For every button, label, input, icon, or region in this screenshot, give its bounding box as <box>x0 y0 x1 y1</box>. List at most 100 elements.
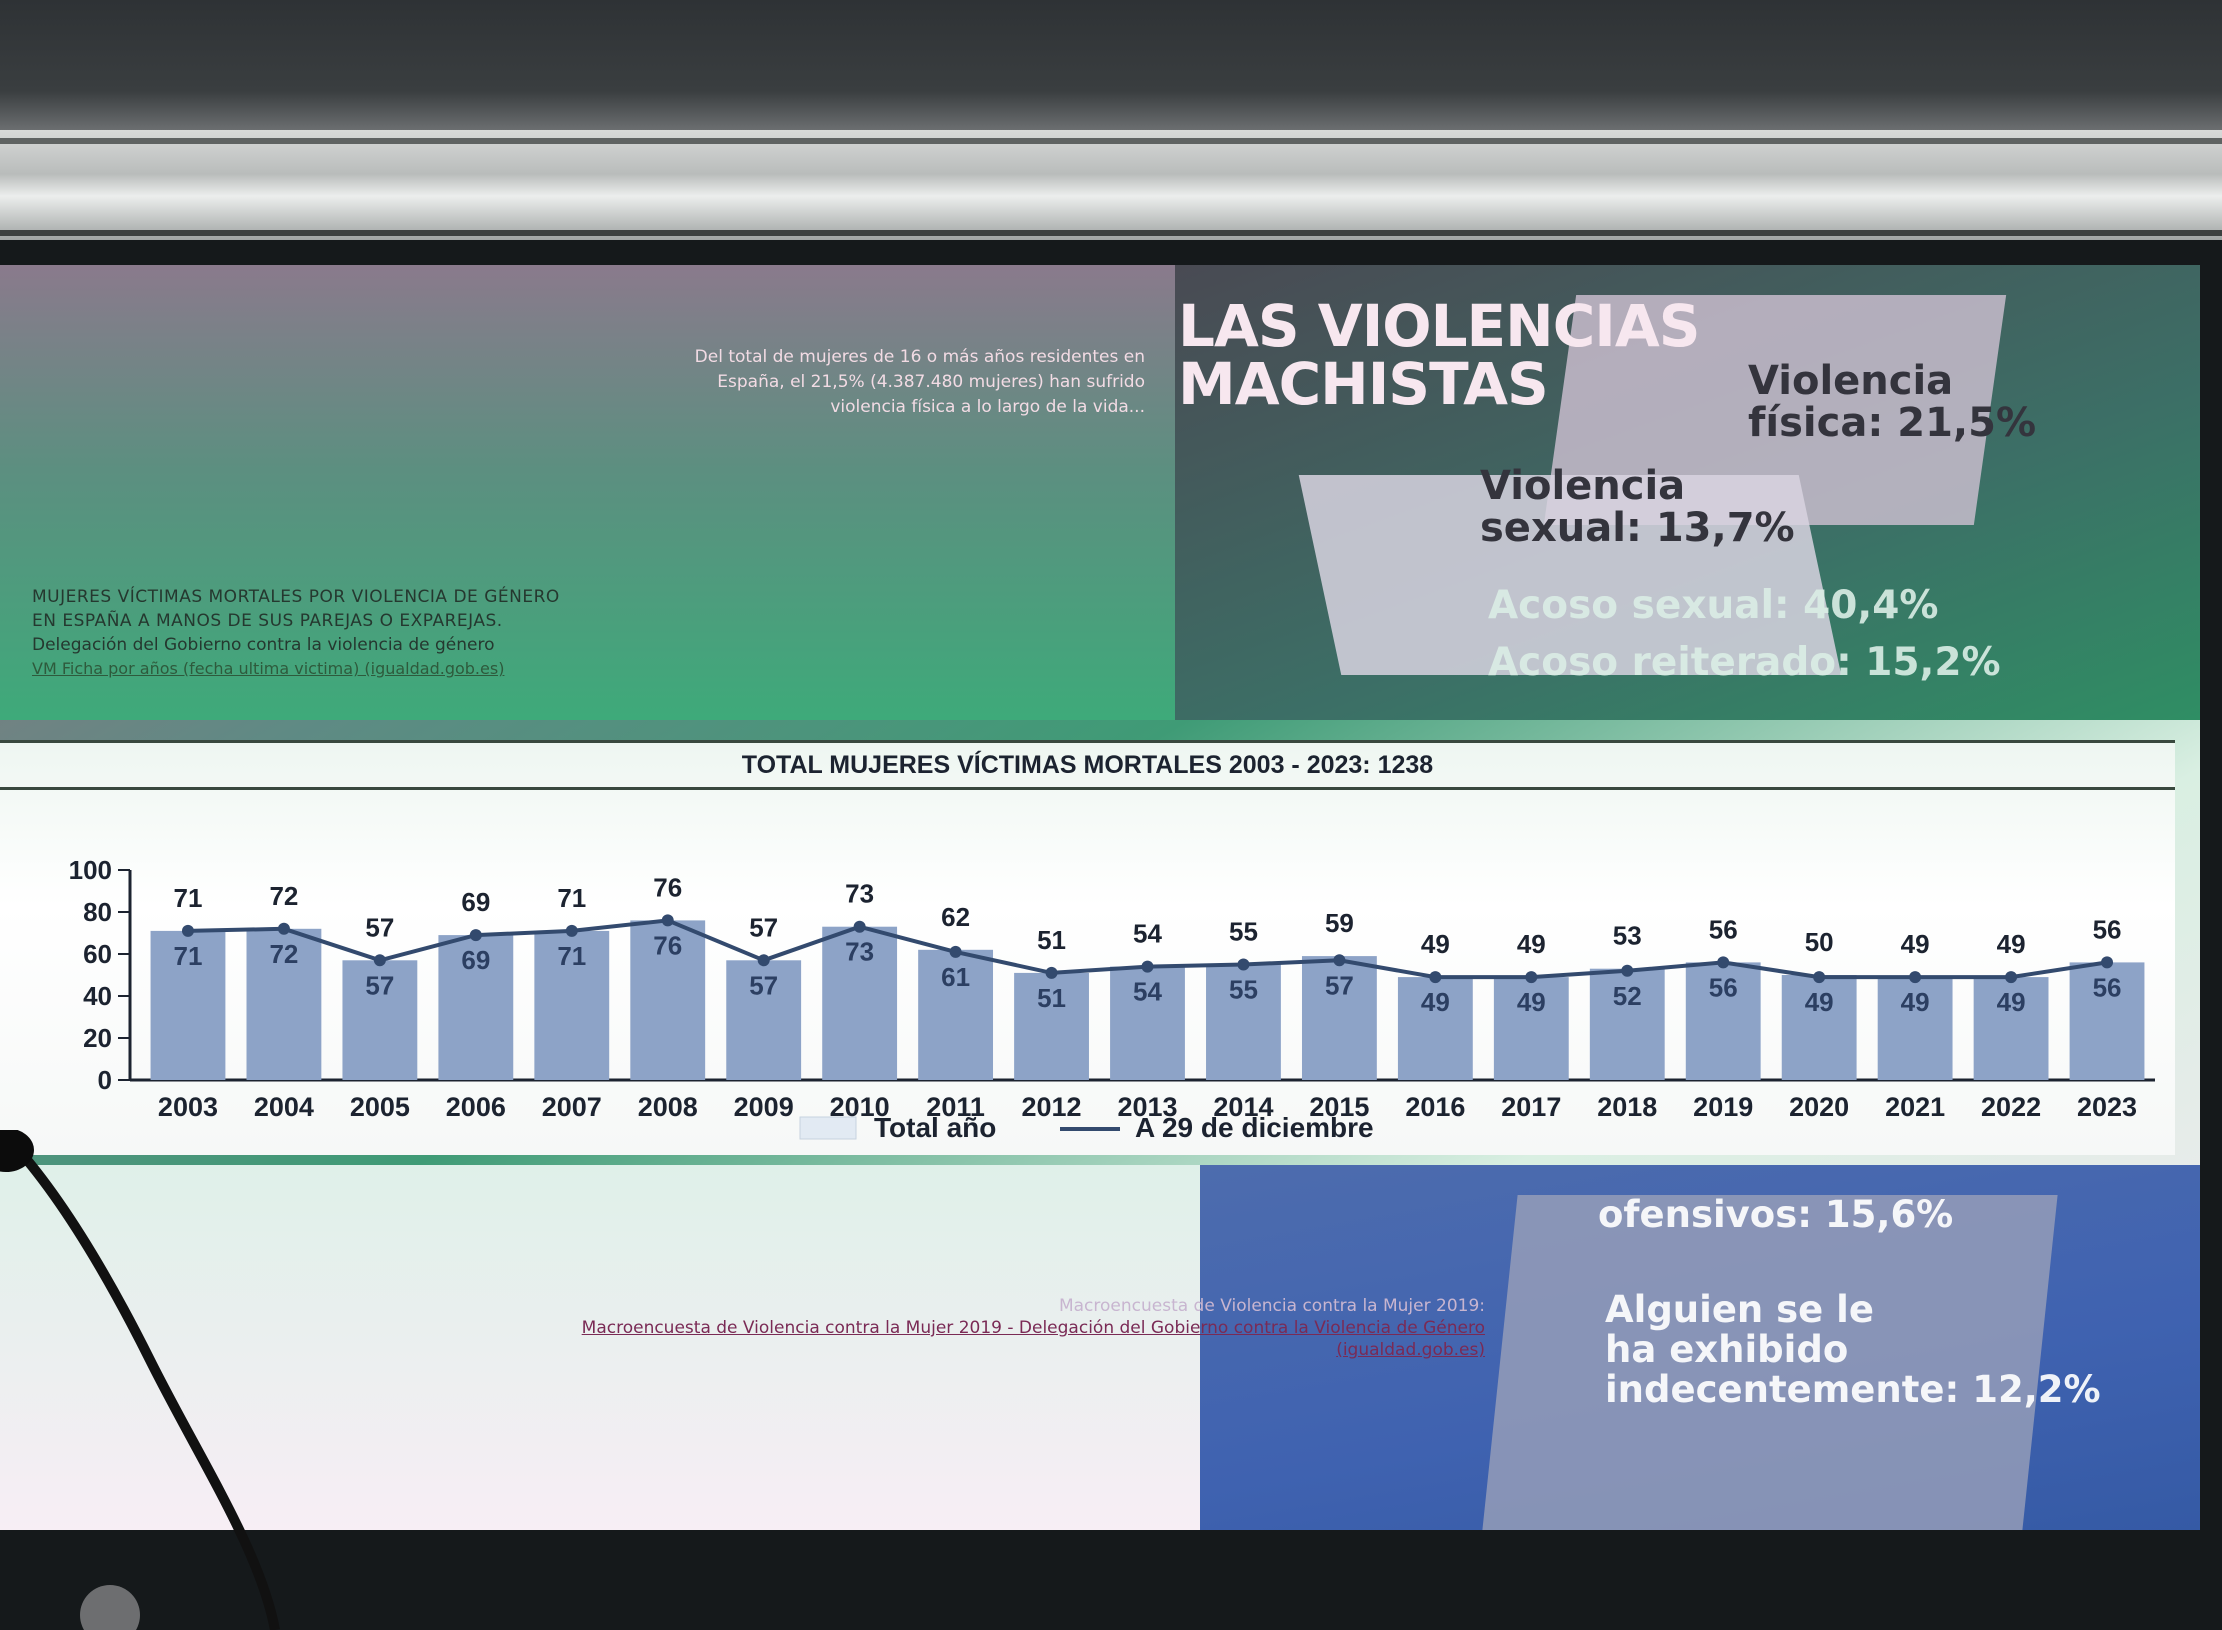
stat-ofensivos: ofensivos: 15,6% <box>1598 1193 1954 1236</box>
slide-title: LAS VIOLENCIAS MACHISTAS <box>1178 297 1701 413</box>
line-value-label: 49 <box>1901 987 1930 1017</box>
x-tick-label: 2006 <box>446 1092 506 1122</box>
bar-value-label: 56 <box>2093 914 2122 944</box>
stat-exhibido: Alguien se le ha exhibido indecentemente… <box>1605 1290 2101 1410</box>
slide-background <box>0 265 1175 720</box>
footer-source-link[interactable]: Macroencuesta de Violencia contra la Muj… <box>581 1318 1485 1338</box>
bar-value-label: 57 <box>749 912 778 942</box>
chart-bar <box>1493 977 1569 1080</box>
y-tick-label: 100 <box>69 855 112 885</box>
line-point <box>1909 971 1922 984</box>
line-point <box>1525 971 1538 984</box>
x-tick-label: 2017 <box>1501 1092 1561 1122</box>
source-line: MUJERES VÍCTIMAS MORTALES POR VIOLENCIA … <box>32 587 560 607</box>
bar-value-label: 53 <box>1613 921 1642 951</box>
line-point <box>1813 971 1826 984</box>
chart-bar <box>1973 977 2049 1080</box>
line-point <box>469 929 482 942</box>
x-tick-label: 2007 <box>542 1092 602 1122</box>
chart-bar <box>1014 972 1089 1080</box>
stat-line: ha exhibido <box>1605 1328 1849 1371</box>
bar-value-label: 49 <box>1517 929 1546 959</box>
footer-source-faint: Macroencuesta de Violencia contra la Muj… <box>1058 1296 1485 1316</box>
chart-bar <box>1685 962 1761 1080</box>
line-point <box>1045 966 1058 979</box>
bar-value-label: 62 <box>941 902 970 932</box>
line-value-label: 49 <box>1997 987 2026 1017</box>
line-point <box>1141 960 1154 973</box>
bar-value-label: 76 <box>653 872 682 902</box>
stat-line: Alguien se le <box>1605 1288 1874 1331</box>
bar-value-label: 57 <box>365 912 394 942</box>
line-point <box>1429 971 1442 984</box>
source-line: EN ESPAÑA A MANOS DE SUS PAREJAS O EXPAR… <box>32 611 503 631</box>
chart-bar <box>1301 956 1377 1080</box>
y-tick-label: 80 <box>83 897 112 927</box>
line-point <box>1237 958 1250 971</box>
y-tick-label: 40 <box>83 981 112 1011</box>
bar-value-label: 59 <box>1325 908 1354 938</box>
slide-lower-area <box>0 1165 1200 1530</box>
legend-label-line: A 29 de diciembre <box>1135 1112 1374 1143</box>
footer-source-link-domain[interactable]: (igualdad.gob.es) <box>1336 1340 1485 1360</box>
x-tick-label: 2022 <box>1981 1092 2041 1122</box>
line-value-label: 52 <box>1613 981 1642 1011</box>
bar-value-label: 56 <box>1709 914 1738 944</box>
y-tick-label: 20 <box>83 1023 112 1053</box>
line-point <box>373 954 386 967</box>
line-value-label: 49 <box>1517 987 1546 1017</box>
projected-slide: Del total de mujeres de 16 o más años re… <box>0 265 2200 1530</box>
x-tick-label: 2015 <box>1309 1092 1369 1122</box>
legend-swatch-total <box>799 1116 857 1140</box>
chart-bar <box>1781 975 1857 1080</box>
chart-bar <box>1589 968 1665 1080</box>
intro-line: Del total de mujeres de 16 o más años re… <box>694 347 1145 367</box>
ceiling <box>0 0 2222 130</box>
stat-line: Violencia <box>1480 463 1686 509</box>
stat-violencia-fisica: Violencia física: 21,5% <box>1748 360 2036 444</box>
stat-line: Violencia <box>1748 358 1954 404</box>
line-value-label: 56 <box>1709 972 1738 1002</box>
line-point <box>949 945 962 958</box>
chart-bar <box>438 935 514 1080</box>
x-tick-label: 2004 <box>254 1092 314 1122</box>
line-value-label: 72 <box>269 939 298 969</box>
chart-bar <box>726 960 802 1080</box>
y-tick-label: 0 <box>98 1065 112 1095</box>
chart-bar <box>1877 977 1953 1080</box>
line-point <box>2101 956 2114 969</box>
line-point <box>1621 964 1634 977</box>
x-tick-label: 2008 <box>638 1092 698 1122</box>
stat-violencia-sexual: Violencia sexual: 13,7% <box>1480 465 1795 549</box>
line-value-label: 57 <box>749 970 778 1000</box>
line-value-label: 71 <box>174 941 203 971</box>
bar-value-label: 73 <box>845 879 874 909</box>
chart-bar <box>246 928 322 1080</box>
x-tick-label: 2012 <box>1022 1092 1082 1122</box>
bar-value-label: 54 <box>1133 919 1162 949</box>
line-value-label: 61 <box>941 962 970 992</box>
line-point <box>853 920 866 933</box>
line-value-label: 71 <box>557 941 586 971</box>
chart-bar <box>1397 977 1473 1080</box>
intro-line: violencia física a lo largo de la vida..… <box>830 397 1145 417</box>
line-value-label: 49 <box>1421 987 1450 1017</box>
intro-text: Del total de mujeres de 16 o más años re… <box>545 345 1145 420</box>
y-tick-label: 60 <box>83 939 112 969</box>
chart-bar <box>918 949 994 1080</box>
bar-value-label: 55 <box>1229 917 1258 947</box>
source-link[interactable]: VM Ficha por años (fecha ultima victima)… <box>32 659 505 678</box>
line-value-label: 76 <box>653 930 682 960</box>
line-point <box>1717 956 1730 969</box>
chart-bar <box>2069 962 2145 1080</box>
line-value-label: 49 <box>1805 987 1834 1017</box>
intro-line: España, el 21,5% (4.387.480 mujeres) han… <box>717 372 1145 392</box>
housing-edge <box>0 230 2222 236</box>
line-point <box>277 922 290 935</box>
legend-label-total: Total año <box>874 1112 996 1143</box>
stat-line: indecentemente: 12,2% <box>1605 1368 2101 1411</box>
stat-acoso-reiterado: Acoso reiterado: 15,2% <box>1488 640 2001 685</box>
chart-bar <box>1206 964 1281 1080</box>
bar-value-label: 71 <box>174 883 203 913</box>
line-point <box>565 924 578 937</box>
